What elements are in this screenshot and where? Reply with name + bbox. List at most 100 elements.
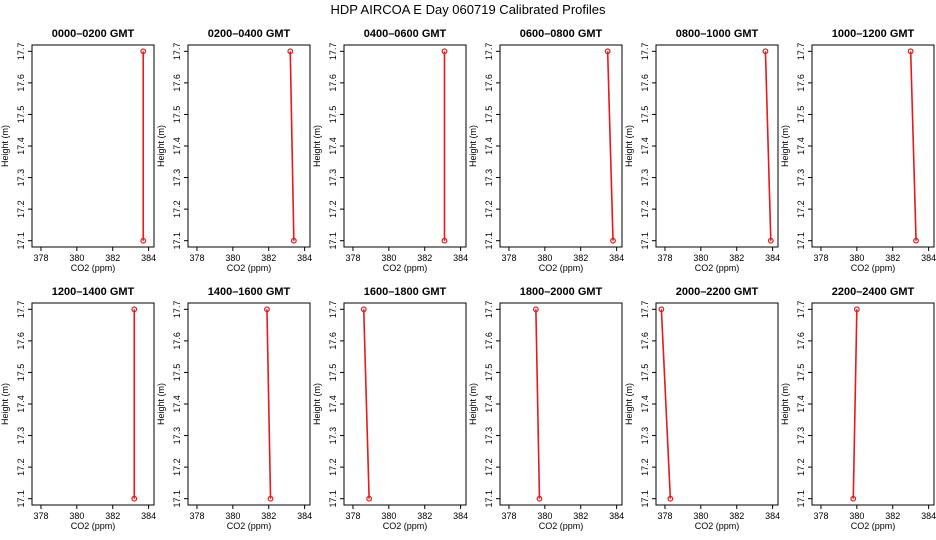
- x-axis-label: CO2 (ppm): [695, 263, 740, 273]
- x-axis-label: CO2 (ppm): [851, 263, 896, 273]
- y-tick-label: 17.5: [16, 106, 26, 124]
- x-tick-label: 382: [261, 511, 276, 521]
- y-axis-label: Height (m): [624, 383, 634, 425]
- x-tick-label: 380: [537, 511, 552, 521]
- x-axis-label: CO2 (ppm): [695, 521, 740, 531]
- x-tick-label: 382: [417, 253, 432, 263]
- y-tick-label: 17.3: [172, 169, 182, 187]
- x-tick-label: 380: [225, 253, 240, 263]
- x-tick-label: 380: [69, 253, 84, 263]
- panel-title: 0000–0200 GMT: [52, 28, 135, 40]
- x-tick-label: 380: [69, 511, 84, 521]
- data-point: [131, 495, 138, 502]
- data-point: [762, 48, 769, 55]
- y-tick-label: 17.2: [484, 458, 494, 476]
- panels-group: 0000–0200 GMT 378 380 382 384 CO2 (ppm) 17.1 17…: [0, 28, 936, 531]
- y-tick-label: 17.5: [640, 364, 650, 382]
- y-axis-label: Height (m): [780, 125, 790, 167]
- x-tick-label: 380: [381, 253, 396, 263]
- data-point: [667, 495, 674, 502]
- profile-line: [852, 309, 858, 499]
- y-tick-label: 17.3: [328, 427, 338, 445]
- x-tick-label: 380: [693, 253, 708, 263]
- x-tick-label: 378: [501, 511, 516, 521]
- profile-line: [266, 309, 272, 499]
- x-tick-label: 384: [141, 253, 156, 263]
- x-tick-label: 384: [765, 511, 780, 521]
- y-tick-label: 17.5: [796, 106, 806, 124]
- panel-title: 0400–0600 GMT: [364, 28, 447, 40]
- plot-frame: [655, 44, 779, 248]
- y-tick-label: 17.7: [172, 43, 182, 61]
- x-tick-label: 384: [921, 511, 936, 521]
- profile-line: [362, 309, 370, 499]
- profile-line: [535, 309, 541, 499]
- x-axis-label: CO2 (ppm): [539, 521, 584, 531]
- y-tick-label: 17.7: [484, 301, 494, 319]
- data-point: [604, 48, 611, 55]
- panel-7: 1200–1400 GMT 378 380 382 384 CO2 (ppm) 17.1 17…: [0, 286, 156, 531]
- y-tick-label: 17.4: [640, 137, 650, 155]
- y-tick-label: 17.6: [484, 74, 494, 92]
- x-axis-label: CO2 (ppm): [539, 263, 584, 273]
- plot-frame: [31, 302, 155, 506]
- y-tick-label: 17.7: [172, 301, 182, 319]
- x-tick-label: 380: [381, 511, 396, 521]
- panel-title: 1400–1600 GMT: [208, 286, 291, 298]
- y-tick-label: 17.7: [796, 301, 806, 319]
- y-tick-label: 17.3: [796, 427, 806, 445]
- data-point: [441, 48, 448, 55]
- data-point: [536, 495, 543, 502]
- y-tick-label: 17.1: [796, 232, 806, 250]
- x-axis-label: CO2 (ppm): [383, 263, 428, 273]
- plot-frame: [343, 302, 467, 506]
- y-tick-label: 17.1: [172, 490, 182, 508]
- y-tick-label: 17.5: [328, 364, 338, 382]
- data-point: [441, 237, 448, 244]
- x-tick-label: 378: [189, 253, 204, 263]
- y-tick-label: 17.2: [172, 200, 182, 218]
- x-axis-label: CO2 (ppm): [227, 521, 272, 531]
- x-axis-label: CO2 (ppm): [227, 263, 272, 273]
- y-axis-label: Height (m): [624, 125, 634, 167]
- data-point: [767, 237, 774, 244]
- plot-frame: [187, 302, 311, 506]
- y-axis-label: Height (m): [0, 383, 10, 425]
- x-tick-label: 382: [417, 511, 432, 521]
- y-tick-label: 17.1: [484, 232, 494, 250]
- panel-title: 2000–2200 GMT: [676, 286, 759, 298]
- panel-title: 1800–2000 GMT: [520, 286, 603, 298]
- y-tick-label: 17.1: [16, 490, 26, 508]
- y-tick-label: 17.5: [16, 364, 26, 382]
- y-tick-label: 17.1: [16, 232, 26, 250]
- y-tick-label: 17.3: [640, 169, 650, 187]
- x-tick-label: 378: [33, 253, 48, 263]
- x-tick-label: 378: [33, 511, 48, 521]
- data-point: [287, 48, 294, 55]
- x-tick-label: 378: [657, 511, 672, 521]
- y-tick-label: 17.3: [328, 169, 338, 187]
- y-tick-label: 17.1: [328, 232, 338, 250]
- y-tick-label: 17.6: [328, 332, 338, 350]
- y-tick-label: 17.7: [16, 301, 26, 319]
- panel-1: 0000–0200 GMT 378 380 382 384 CO2 (ppm) 17.1 17…: [0, 28, 156, 273]
- y-tick-label: 17.6: [796, 332, 806, 350]
- data-point: [532, 306, 539, 313]
- y-tick-label: 17.4: [796, 137, 806, 155]
- panel-2: 0200–0400 GMT 378 380 382 384 CO2 (ppm) 17.1 17…: [156, 28, 312, 273]
- y-tick-label: 17.5: [796, 364, 806, 382]
- y-axis-label: Height (m): [312, 125, 322, 167]
- y-tick-label: 17.2: [172, 458, 182, 476]
- x-tick-label: 382: [105, 511, 120, 521]
- x-tick-label: 378: [813, 253, 828, 263]
- panel-10: 1800–2000 GMT 378 380 382 384 CO2 (ppm) 17.1 17…: [468, 286, 624, 531]
- x-tick-label: 378: [501, 253, 516, 263]
- data-point: [267, 495, 274, 502]
- y-tick-label: 17.6: [16, 74, 26, 92]
- y-tick-label: 17.7: [796, 43, 806, 61]
- figure-title: HDP AIRCOA E Day 060719 Calibrated Profi…: [330, 2, 606, 17]
- panel-title: 0800–1000 GMT: [676, 28, 759, 40]
- profile-line: [660, 309, 672, 499]
- data-point: [140, 48, 147, 55]
- y-tick-label: 17.5: [640, 106, 650, 124]
